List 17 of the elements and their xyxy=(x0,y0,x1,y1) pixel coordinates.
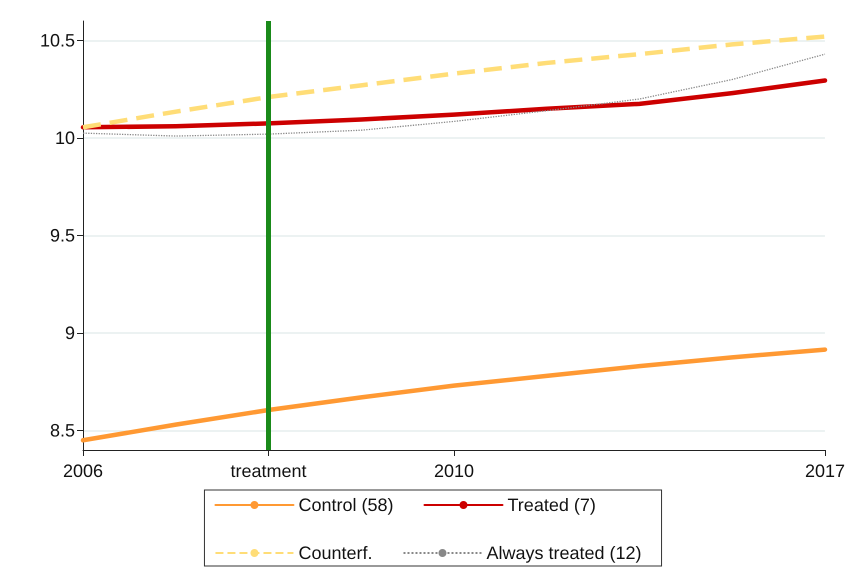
x-tick-label: 2017 xyxy=(804,461,845,481)
legend-label: Counterf. xyxy=(298,543,372,563)
legend-label: Always treated (12) xyxy=(486,543,642,563)
y-tick-label: 9 xyxy=(64,323,75,343)
line-series xyxy=(80,78,828,130)
line-series xyxy=(80,34,828,130)
x-tick-label: 2010 xyxy=(434,461,474,481)
y-tick-label: 9.5 xyxy=(50,226,75,246)
y-tick-label: 10 xyxy=(54,128,75,148)
y-tick-label: 8.5 xyxy=(50,420,75,440)
line-series xyxy=(80,347,828,442)
legend-label: Treated (7) xyxy=(507,495,596,515)
x-tick-label: treatment xyxy=(230,461,307,481)
x-tick-label: 2006 xyxy=(62,461,104,481)
y-tick-label: 10.5 xyxy=(40,30,75,50)
legend-label: Control (58) xyxy=(298,495,394,515)
line-series xyxy=(82,54,826,137)
